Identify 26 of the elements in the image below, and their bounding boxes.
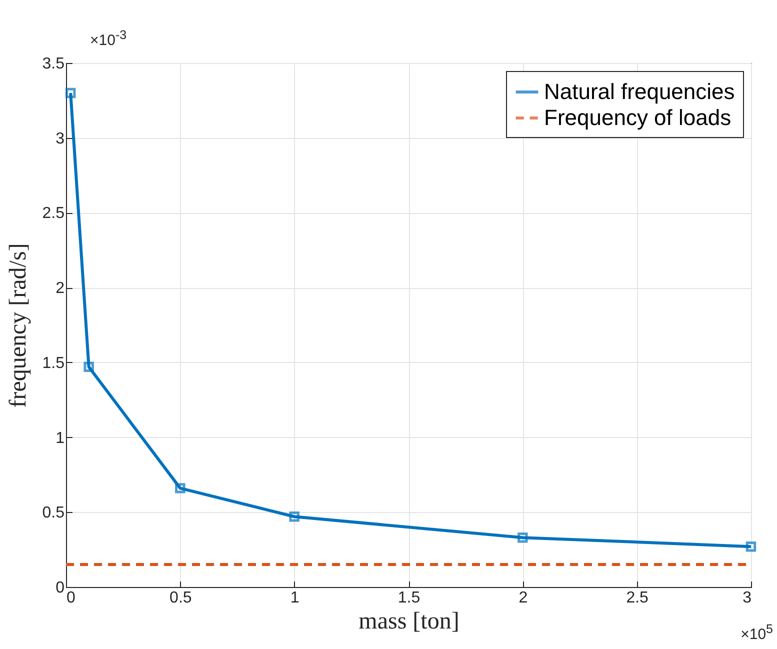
point — [518, 532, 528, 543]
point — [175, 483, 186, 494]
y-tick-label: 1.5 — [42, 354, 65, 372]
legend-label: Frequency of loads — [544, 105, 732, 130]
y-tick-label: 3 — [56, 130, 65, 148]
point — [84, 362, 94, 372]
y-tick-label: 2 — [56, 280, 65, 298]
point — [65, 88, 76, 98]
y-tick-label: 3.5 — [42, 56, 65, 72]
point — [746, 541, 756, 552]
x-tick-label: 2 — [518, 590, 528, 606]
x-tick-label: 1.5 — [398, 590, 420, 606]
x-tick-label: 3 — [742, 590, 752, 606]
text: ×10$^{5}$ — [740, 622, 773, 643]
point — [289, 512, 300, 522]
x-tick-label: 1 — [290, 590, 300, 606]
x-tick-label: 0 — [66, 590, 76, 606]
text: ×10$^{-3}$ — [90, 28, 127, 49]
y-tick-label: 0.5 — [42, 504, 65, 522]
legend-label: Natural frequencies — [544, 79, 735, 104]
x-axis-title: mass [ton] — [358, 608, 460, 634]
x-tick-label: 0.5 — [170, 590, 192, 606]
y-axis-title: frequency [rad/s] — [5, 243, 32, 408]
y-tick-label: 1 — [56, 430, 65, 447]
x-tick-label: 2.5 — [626, 590, 649, 606]
y-tick-label: 2.5 — [42, 205, 65, 222]
